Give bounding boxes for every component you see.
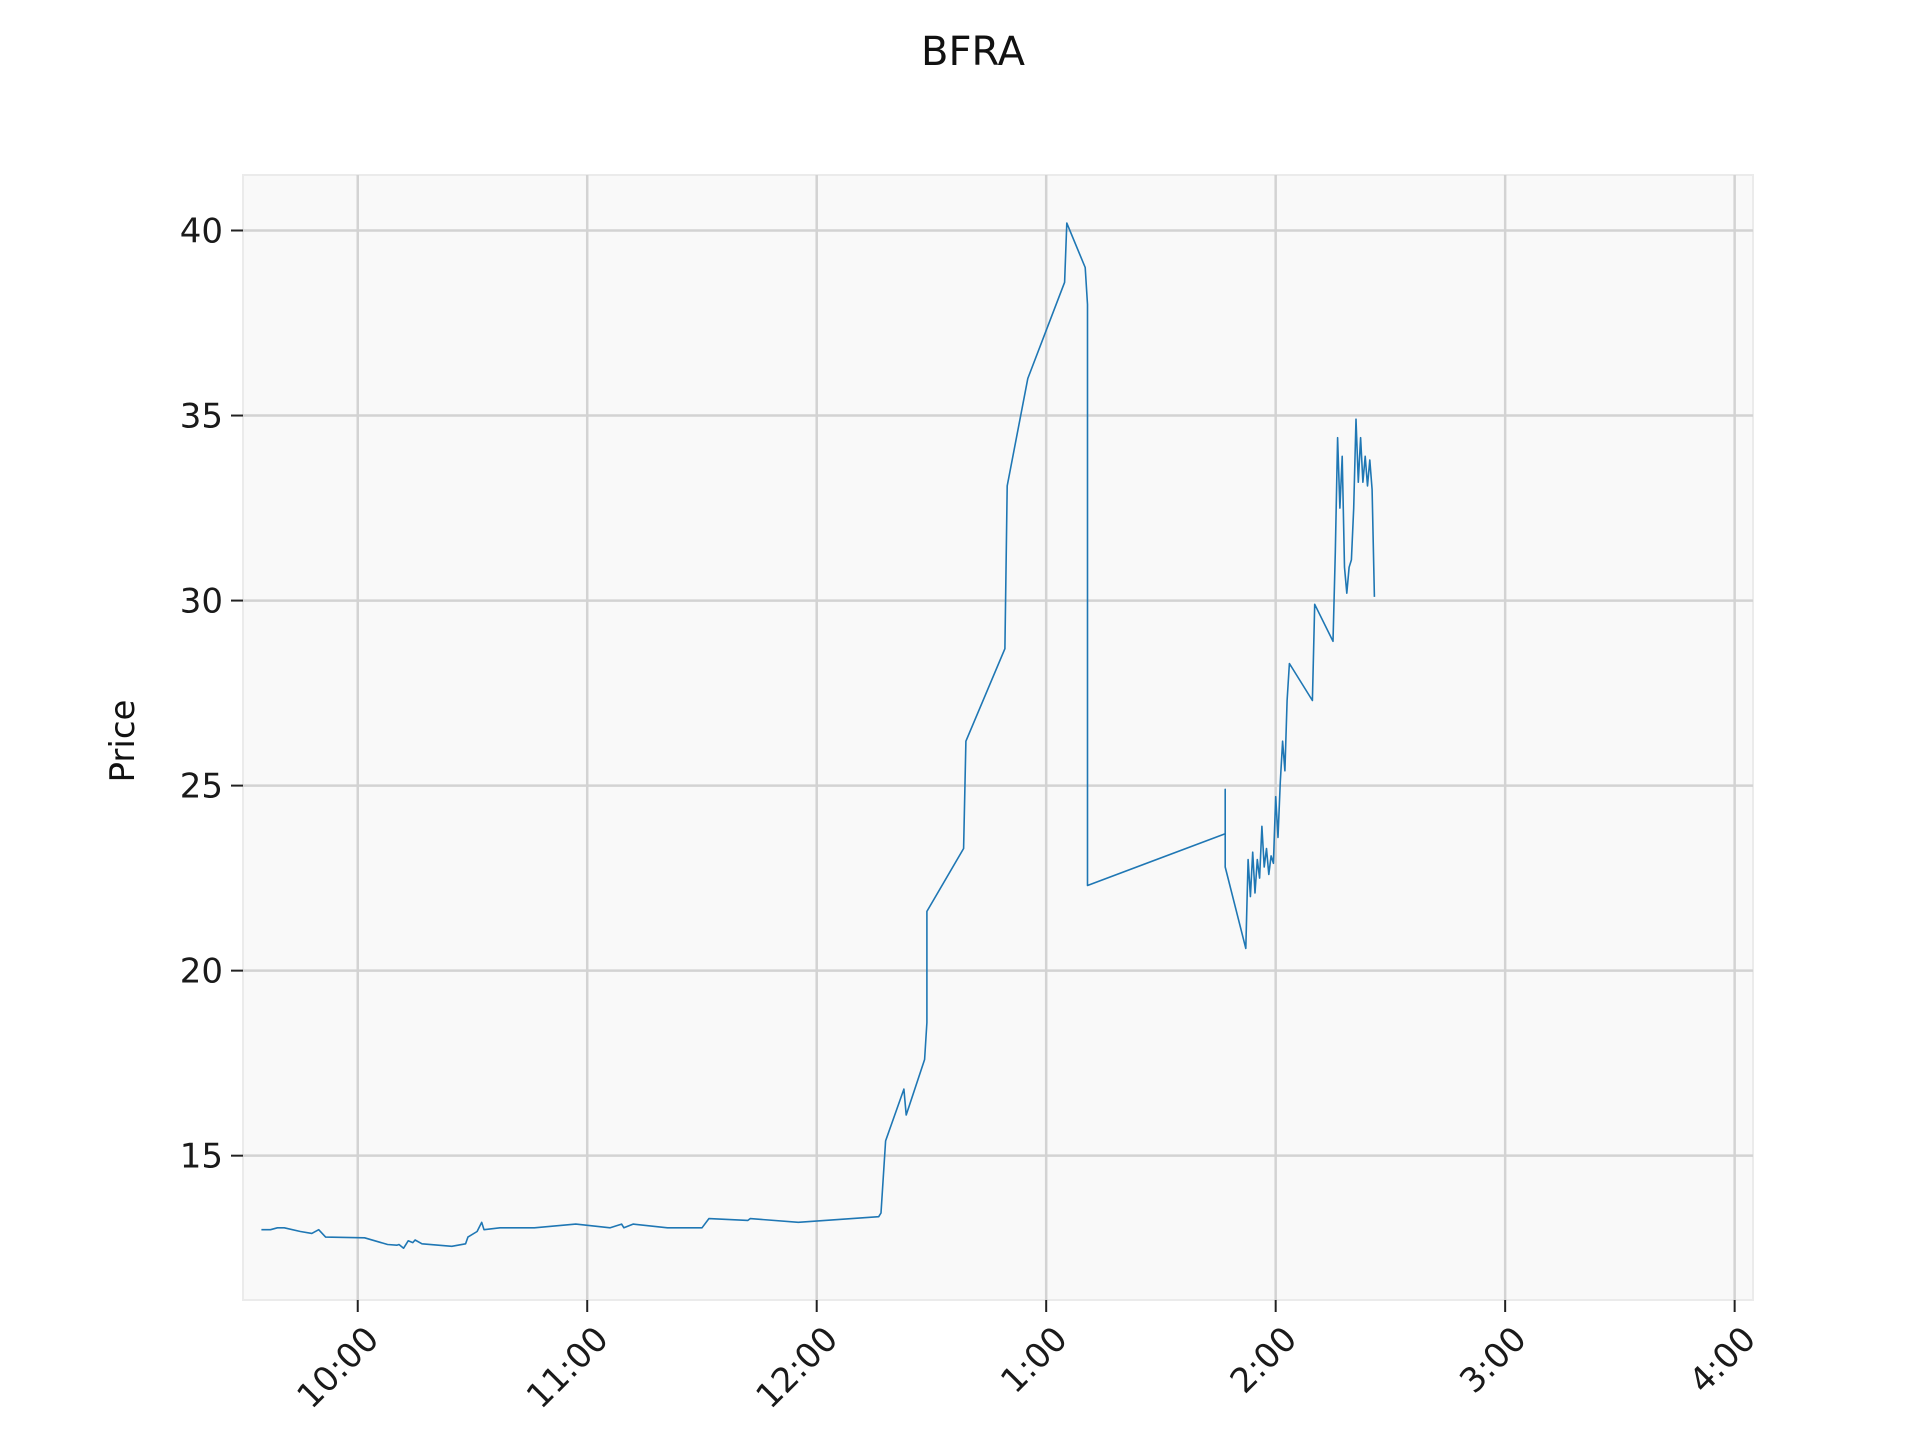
series-line-price — [261, 222, 1376, 1249]
y-tick-label: 30 — [180, 582, 223, 622]
grid-lines — [243, 175, 1753, 1300]
y-axis-ticks: 15 20 25 30 35 40 — [180, 212, 243, 1177]
plot-area — [242, 174, 1754, 1301]
chart-title: BFRA — [921, 29, 1026, 75]
y-tick-label: 35 — [180, 397, 223, 437]
y-tick-label: 20 — [180, 952, 223, 992]
y-tick-label: 40 — [180, 212, 223, 252]
y-axis-label: Price — [103, 700, 143, 783]
y-tick-label: 25 — [180, 767, 223, 807]
y-tick-label: 15 — [180, 1137, 223, 1177]
